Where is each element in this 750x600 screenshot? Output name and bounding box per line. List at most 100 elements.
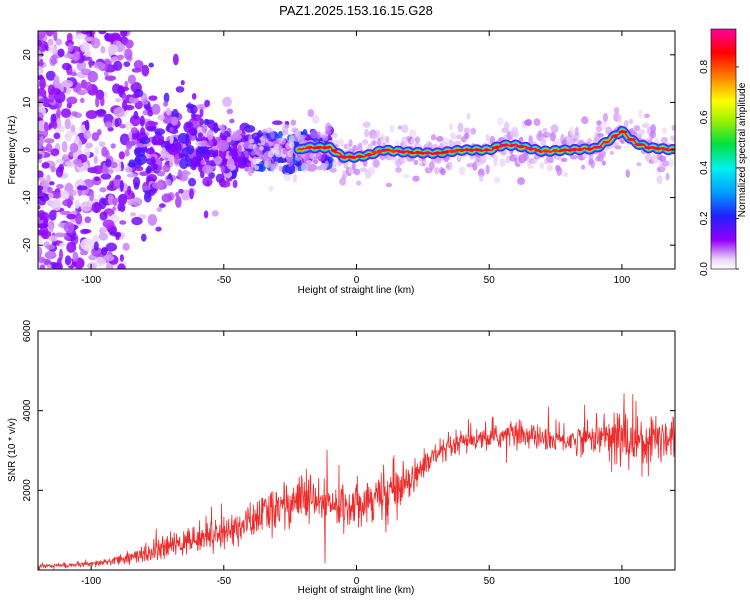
spectrogram-cell bbox=[112, 197, 118, 207]
spectrogram-cell bbox=[196, 103, 208, 110]
colorbar-gradient bbox=[711, 29, 736, 269]
spectrogram-cell bbox=[254, 165, 260, 171]
ridge-peak bbox=[611, 134, 618, 138]
spectrogram-cell bbox=[115, 97, 121, 103]
spectrogram-cell bbox=[650, 130, 657, 138]
spectrogram-cell bbox=[661, 127, 667, 134]
spectrogram-cell bbox=[237, 144, 242, 157]
spectrogram-cell bbox=[448, 123, 454, 131]
spectrogram-cell bbox=[208, 171, 216, 179]
spectrogram-cell bbox=[458, 166, 466, 176]
spectrogram-cell bbox=[39, 77, 46, 90]
spectrogram-cell bbox=[299, 134, 307, 139]
spectrogram-cell bbox=[636, 162, 642, 167]
spectrogram-cells bbox=[38, 31, 675, 269]
spectrogram-cell bbox=[430, 134, 437, 141]
ridge-peak bbox=[584, 147, 594, 151]
spectrogram-cell bbox=[55, 166, 64, 178]
spectrogram-cell bbox=[175, 86, 185, 93]
spectrogram-cell bbox=[63, 53, 74, 59]
spectrogram-cell bbox=[540, 136, 547, 147]
spectrogram-cell bbox=[93, 241, 99, 252]
spectrogram-cell bbox=[188, 177, 197, 187]
spectrogram-cell bbox=[167, 146, 179, 156]
spectrogram-cell bbox=[70, 189, 77, 197]
spectrogram-cell bbox=[61, 141, 68, 153]
spectrogram-cell bbox=[527, 164, 534, 169]
spectrogram-cell bbox=[74, 135, 80, 145]
spectrogram-cell bbox=[287, 157, 294, 167]
spectrogram-cell bbox=[479, 154, 487, 164]
spectrogram-cell bbox=[53, 75, 60, 87]
spectrogram-cell bbox=[155, 226, 162, 232]
spectrogram-cell bbox=[45, 244, 56, 250]
spectrogram-cell bbox=[107, 209, 113, 217]
spectrogram-cell bbox=[613, 107, 620, 114]
spectrogram-cell bbox=[91, 247, 103, 257]
spectrogram-cell bbox=[44, 138, 55, 144]
spectrogram-cell bbox=[500, 159, 507, 167]
spectrogram-cell bbox=[117, 263, 126, 269]
spectrogram-cell bbox=[131, 67, 142, 73]
spectrogram-cell bbox=[581, 116, 589, 125]
spectrogram-cell bbox=[385, 182, 393, 188]
spectrogram-cell bbox=[80, 41, 91, 53]
ridge-peak bbox=[592, 145, 603, 149]
spectrogram-cell bbox=[668, 158, 674, 168]
spectrogram-cell bbox=[614, 145, 622, 150]
ridge-peak bbox=[566, 148, 578, 152]
spectrogram-cell bbox=[442, 137, 450, 143]
spectrogram-cell bbox=[268, 185, 274, 192]
spectrogram-cell bbox=[361, 139, 369, 146]
spectrogram-cell bbox=[169, 126, 174, 133]
spectrogram-cell bbox=[177, 169, 183, 180]
spectrogram-cell bbox=[163, 100, 169, 107]
spectrogram-cell bbox=[201, 164, 214, 174]
spectrogram-cell bbox=[133, 60, 144, 70]
spectrogram-cell bbox=[199, 118, 205, 126]
spectrogram-cell bbox=[59, 210, 72, 216]
spectrogram-cell bbox=[466, 112, 471, 120]
spectrogram-cell bbox=[177, 132, 189, 144]
spectrogram-cell bbox=[127, 199, 136, 206]
spectrogram-cell bbox=[47, 186, 53, 194]
spectrogram-cell bbox=[103, 91, 108, 99]
colorbar-tick-label: 0.8 bbox=[699, 60, 710, 74]
spectrogram-cell bbox=[517, 177, 525, 186]
spectrogram-cell bbox=[172, 53, 179, 66]
spectrogram-cell bbox=[191, 92, 197, 100]
spectrogram-cell bbox=[160, 147, 167, 159]
y-tick-label: -10 bbox=[22, 190, 33, 205]
spectrogram-cell bbox=[96, 109, 107, 117]
ridge-peak bbox=[371, 150, 383, 154]
spectrogram-cell bbox=[595, 125, 603, 133]
spectrogram-cell bbox=[292, 173, 298, 183]
spectrogram-cell bbox=[38, 50, 42, 62]
spectrogram-cell bbox=[485, 164, 490, 175]
spectrogram-cell bbox=[284, 124, 290, 129]
spectrogram-cell bbox=[466, 163, 474, 168]
spectrogram-cell bbox=[53, 31, 58, 42]
spectrogram-cell bbox=[367, 166, 376, 176]
spectrogram-cell bbox=[343, 162, 349, 169]
spectrogram-cell bbox=[64, 118, 71, 130]
spectrogram-y-ticks: -20 -10 0 10 20 bbox=[22, 49, 675, 252]
spectrogram-cell bbox=[544, 131, 552, 137]
ridge-peak bbox=[379, 148, 391, 152]
y-tick-label: 0 bbox=[22, 147, 33, 153]
spectrogram-cell bbox=[148, 62, 154, 68]
spectrogram-cell bbox=[206, 129, 214, 141]
spectrogram-cell bbox=[628, 118, 634, 125]
spectrogram-cell bbox=[84, 81, 93, 91]
snr-x-ticks: -100 -50 0 50 100 bbox=[81, 331, 631, 587]
spectrogram-cell bbox=[163, 92, 170, 103]
spectrogram-cell bbox=[146, 125, 157, 131]
spectrogram-cell bbox=[154, 128, 166, 136]
spectrogram-cell bbox=[71, 111, 78, 117]
spectrogram-cell bbox=[329, 167, 337, 173]
spectrogram-cell bbox=[229, 118, 235, 124]
spectrogram-cell bbox=[62, 199, 74, 207]
spectrogram-cell bbox=[102, 219, 115, 229]
y-tick-label: 20 bbox=[22, 49, 33, 61]
spectrogram-cell bbox=[80, 238, 92, 251]
